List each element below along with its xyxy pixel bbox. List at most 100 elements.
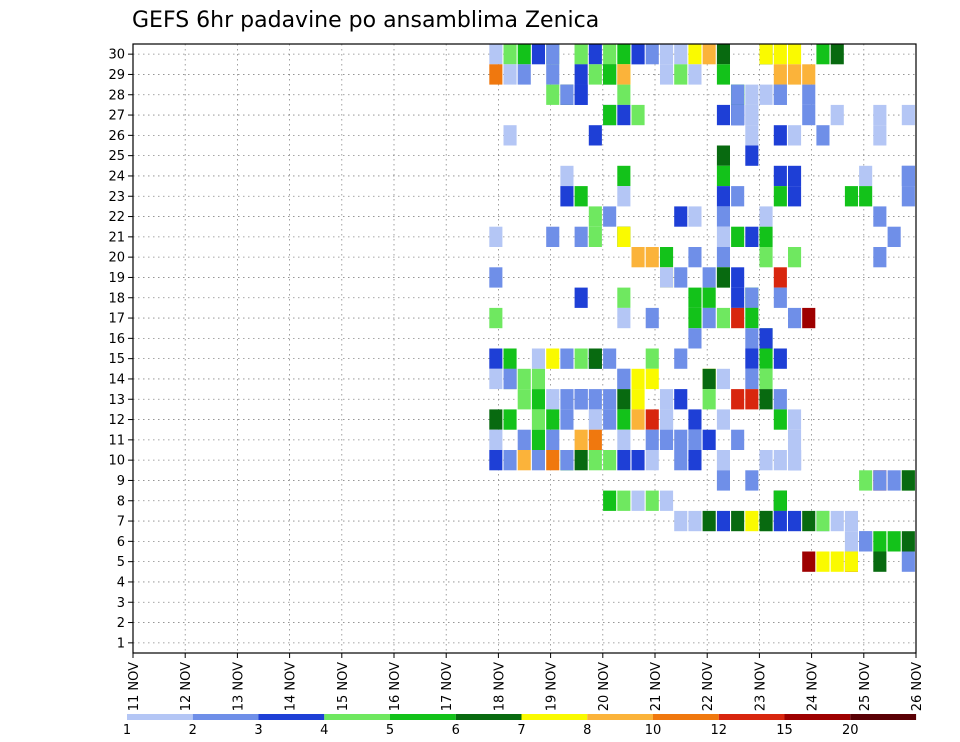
y-tick-label: 15	[108, 352, 125, 367]
y-tick-label: 18	[108, 291, 125, 306]
heatmap-cell	[773, 267, 787, 288]
heatmap-cell	[617, 44, 631, 65]
heatmap-cell	[574, 44, 588, 65]
heatmap-cell	[617, 287, 631, 308]
heatmap-cell	[631, 368, 645, 390]
cell-layer	[489, 44, 915, 572]
y-tick-label: 7	[117, 515, 125, 530]
heatmap-cell	[489, 348, 503, 369]
heatmap-cell	[588, 226, 602, 247]
heatmap-cell	[702, 368, 716, 390]
heatmap-cell	[788, 409, 802, 430]
heatmap-cell	[773, 450, 787, 471]
heatmap-cell	[773, 125, 787, 146]
heatmap-cell	[731, 267, 745, 288]
heatmap-cell	[674, 44, 688, 65]
heatmap-cell	[716, 307, 730, 329]
heatmap-cell	[745, 348, 759, 369]
heatmap-cell	[830, 510, 844, 532]
heatmap-cell	[688, 409, 702, 430]
heatmap-cell	[688, 429, 702, 450]
heatmap-cell	[603, 206, 617, 227]
heatmap-cell	[759, 450, 773, 471]
heatmap-cell	[660, 44, 674, 65]
heatmap-cell	[603, 490, 617, 511]
heatmap-cell	[645, 409, 659, 430]
y-tick-label: 8	[117, 494, 125, 509]
heatmap-cell	[560, 84, 574, 105]
heatmap-cell	[788, 510, 802, 532]
heatmap-cell	[588, 125, 602, 146]
heatmap-cell	[503, 409, 517, 430]
y-tick-label: 28	[108, 88, 125, 103]
heatmap-cell	[816, 44, 830, 65]
y-tick-label: 2	[117, 616, 125, 631]
heatmap-cell	[617, 490, 631, 511]
heatmap-cell	[660, 490, 674, 511]
heatmap-cell	[489, 307, 503, 329]
y-tick-label: 30	[108, 48, 125, 63]
y-axis: 1234567891011121314151617181920212223242…	[108, 48, 133, 651]
heatmap-cell	[688, 328, 702, 349]
heatmap-cell	[546, 429, 560, 450]
heatmap-cell	[588, 44, 602, 65]
heatmap-cell	[574, 389, 588, 410]
heatmap-cell	[759, 389, 773, 410]
colorbar-swatch	[850, 714, 917, 720]
heatmap-cell	[901, 165, 915, 187]
heatmap-cell	[830, 551, 844, 572]
heatmap-cell	[816, 125, 830, 146]
heatmap-cell	[759, 84, 773, 105]
heatmap-cell	[560, 450, 574, 471]
y-tick-label: 27	[108, 109, 125, 124]
heatmap-cell	[887, 470, 901, 491]
heatmap-cell	[873, 551, 887, 572]
heatmap-cell	[674, 267, 688, 288]
heatmap-cell	[745, 287, 759, 308]
y-tick-label: 13	[108, 393, 125, 408]
heatmap-cell	[574, 348, 588, 369]
heatmap-cell	[531, 368, 545, 390]
heatmap-cell	[788, 450, 802, 471]
heatmap-cell	[674, 510, 688, 532]
heatmap-cell	[574, 186, 588, 207]
heatmap-cell	[617, 165, 631, 187]
y-tick-label: 10	[108, 454, 125, 469]
heatmap-cell	[716, 186, 730, 207]
x-tick-label: 26 NOV	[910, 662, 925, 711]
heatmap-cell	[788, 429, 802, 450]
colorbar-swatch	[127, 714, 193, 720]
heatmap-cell	[517, 429, 531, 450]
heatmap-cell	[531, 348, 545, 369]
heatmap-cell	[617, 84, 631, 105]
heatmap-cell	[716, 44, 730, 65]
heatmap-cell	[574, 429, 588, 450]
colorbar-swatch	[192, 714, 259, 720]
y-tick-label: 16	[108, 332, 125, 347]
y-tick-label: 4	[117, 575, 125, 590]
heatmap-cell	[617, 389, 631, 410]
heatmap-cell	[716, 510, 730, 532]
x-tick-label: 13 NOV	[231, 662, 246, 711]
heatmap-cell	[702, 287, 716, 308]
heatmap-cell	[716, 226, 730, 247]
x-tick-label: 11 NOV	[127, 662, 142, 711]
colorbar-label: 15	[776, 723, 793, 738]
heatmap-cell	[802, 64, 816, 85]
heatmap-cell	[731, 429, 745, 450]
heatmap-cell	[674, 429, 688, 450]
heatmap-cell	[688, 64, 702, 85]
heatmap-cell	[716, 450, 730, 471]
heatmap-cell	[688, 510, 702, 532]
heatmap-cell	[688, 450, 702, 471]
heatmap-cell	[773, 348, 787, 369]
colorbar-label: 12	[711, 723, 728, 738]
heatmap-cell	[617, 104, 631, 126]
heatmap-cell	[674, 64, 688, 85]
colorbar-label: 4	[320, 723, 328, 738]
colorbar-label: 3	[254, 723, 262, 738]
heatmap-cell	[531, 44, 545, 65]
y-tick-label: 1	[117, 636, 125, 651]
heatmap-cell	[574, 287, 588, 308]
